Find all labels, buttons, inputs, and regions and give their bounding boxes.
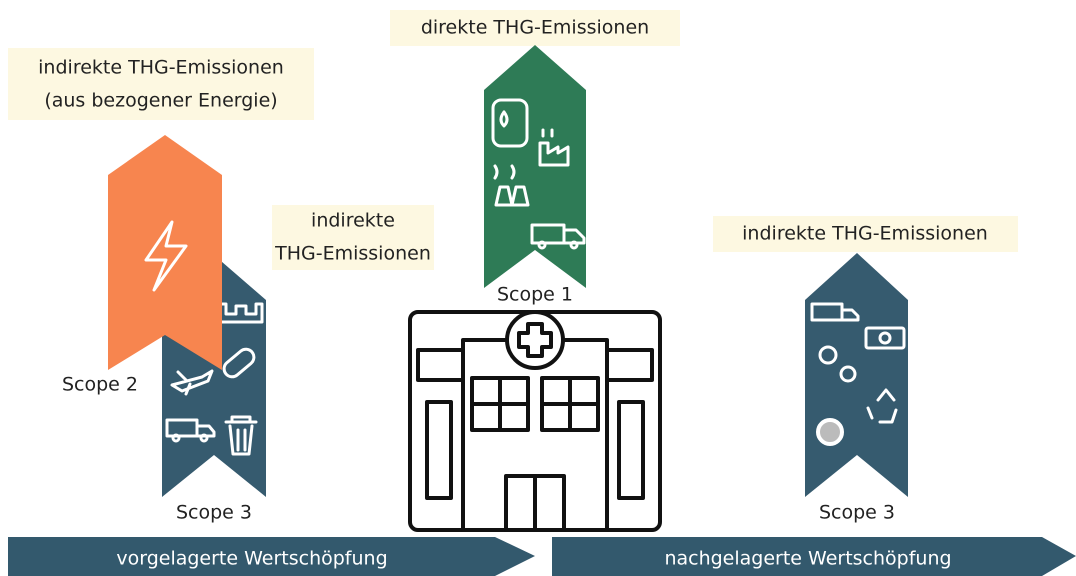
scope-label: Scope 1: [497, 284, 573, 306]
scope-description: (aus bezogener Energie): [44, 90, 277, 112]
scope-description: THG-Emissionen: [274, 243, 431, 265]
scope1-ribbon: [484, 45, 586, 288]
scope3-downstream-ribbon: [805, 253, 908, 497]
scope-description: indirekte THG-Emissionen: [38, 57, 284, 79]
scope-description: indirekte THG-Emissionen: [742, 223, 988, 245]
disc-icon: [818, 420, 842, 444]
scope-label: Scope 3: [819, 502, 895, 524]
scope-label: Scope 3: [176, 502, 252, 524]
scope-description: direkte THG-Emissionen: [421, 17, 649, 39]
diagram: indirekte THG-Emissionen (aus bezogener …: [0, 0, 1076, 576]
value-chain-label: vorgelagerte Wertschöpfung: [116, 548, 387, 570]
value-chain-label: nachgelagerte Wertschöpfung: [664, 548, 951, 570]
scope-description: indirekte: [311, 210, 395, 232]
scope2-ribbon: [108, 135, 222, 370]
hospital-icon: [410, 312, 660, 530]
scope-label: Scope 2: [62, 374, 138, 396]
